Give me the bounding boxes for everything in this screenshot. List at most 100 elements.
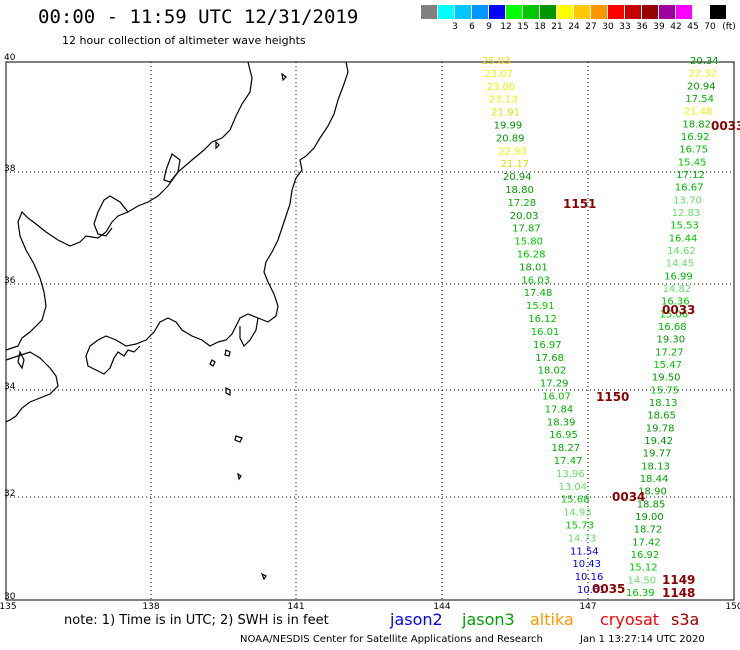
legend-swatch	[523, 5, 539, 19]
legend-swatch	[438, 5, 454, 19]
swh-value: 14.93	[563, 508, 592, 519]
swh-value: 15.68	[561, 495, 590, 506]
swh-value: 18.27	[552, 443, 581, 454]
swh-value: 25.03	[482, 56, 511, 67]
longitude-label: 138	[142, 602, 159, 610]
longitude-label: 147	[579, 602, 596, 610]
swh-value: 19.00	[635, 512, 664, 523]
swh-value: 19.78	[646, 423, 675, 434]
latitude-label: 30	[4, 592, 16, 602]
boso-peninsula	[239, 317, 259, 348]
swh-value: 16.95	[549, 430, 578, 441]
swh-value: 16.75	[679, 145, 708, 156]
swh-value: 17.27	[655, 347, 684, 358]
izu-island-5	[260, 572, 267, 581]
latitude-label: 34	[4, 382, 16, 392]
swh-value: 18.39	[547, 417, 576, 428]
swh-value: 19.42	[644, 436, 673, 447]
izu-island-4	[237, 472, 242, 481]
legend-label: 12	[500, 22, 512, 32]
swh-value: 18.65	[647, 411, 676, 422]
coastline	[5, 61, 349, 581]
swh-value: 16.12	[528, 314, 557, 325]
pass-time: 1148	[662, 586, 695, 600]
latitude-label: 32	[4, 489, 15, 499]
swh-value: 20.34	[690, 56, 719, 67]
legend-swatch	[710, 5, 726, 19]
swh-value: 15.75	[650, 385, 679, 396]
satellite-label: altika	[530, 610, 574, 629]
swh-value: 14.82	[663, 284, 692, 295]
legend-label: 27	[585, 22, 597, 32]
legend-swatch	[659, 5, 675, 19]
swh-value: 16.92	[681, 132, 710, 143]
legend-swatch	[421, 5, 437, 19]
izu-island-2	[225, 387, 231, 396]
satellite-label: jason3	[462, 610, 515, 629]
longitude-label: 141	[287, 602, 304, 610]
swh-value: 17.87	[512, 224, 541, 235]
swh-value: 14.73	[568, 533, 597, 544]
swh-value: 18.82	[682, 119, 711, 130]
pass-time: 1149	[662, 573, 695, 587]
legend-label: 42	[670, 22, 682, 32]
swh-value: 18.13	[641, 461, 670, 472]
legend-label: 39	[653, 22, 665, 32]
legend-swatch	[642, 5, 658, 19]
swh-value: 20.94	[687, 81, 716, 92]
swh-value: 16.01	[531, 327, 560, 338]
swh-value: 19.50	[652, 373, 681, 384]
swh-value: 20.03	[510, 211, 539, 222]
swh-value: 17.47	[554, 456, 583, 467]
legend-swatch	[489, 5, 505, 19]
legend-label: 45	[687, 22, 699, 32]
legend-label: 15	[517, 22, 529, 32]
sado-island	[163, 153, 181, 183]
units-note: note: 1) Time is in UTC; 2) SWH is in fe…	[64, 613, 329, 628]
pass-time: 0034	[612, 490, 645, 504]
legend-label: 6	[469, 22, 475, 32]
swh-value: 16.07	[542, 392, 571, 403]
swh-value: 10.61	[577, 585, 606, 596]
noto-peninsula	[93, 195, 129, 237]
swh-value: 16.68	[658, 322, 687, 333]
pass-time: 1150	[596, 390, 629, 404]
legend-swatch	[506, 5, 522, 19]
legend-swatch	[455, 5, 471, 19]
swh-value: 18.44	[640, 474, 669, 485]
legend-swatch	[540, 5, 556, 19]
latitude-label: 38	[4, 164, 16, 174]
latitude-label: 40	[4, 53, 16, 63]
page-title: 00:00 - 11:59 UTC 12/31/2019	[38, 6, 359, 28]
map-frame	[5, 61, 735, 601]
swh-value: 22.32	[689, 69, 718, 80]
legend-label: 30	[602, 22, 614, 32]
swh-value: 13.96	[556, 469, 585, 480]
swh-value: 18.01	[519, 262, 548, 273]
swh-value: 17.28	[508, 198, 537, 209]
swh-value: 20.89	[496, 133, 525, 144]
swh-value: 18.13	[649, 398, 678, 409]
longitude-labels: 135 138 141 144 147 150	[0, 602, 740, 610]
page-subtitle: 12 hour collection of altimeter wave hei…	[62, 34, 306, 47]
swh-value: 17.42	[632, 537, 661, 548]
longitude-label: 144	[433, 602, 450, 610]
legend-swatch	[574, 5, 590, 19]
swh-value: 16.99	[664, 271, 693, 282]
satellite-label: s3a	[671, 610, 700, 629]
swh-value: 23.07	[484, 69, 513, 80]
legend-label: 70	[704, 22, 716, 32]
shikoku-coast	[5, 351, 59, 423]
swh-value: 22.93	[498, 146, 527, 157]
pass-time: 1151	[563, 197, 596, 211]
legend-swatch	[557, 5, 573, 19]
legend-label: 9	[486, 22, 492, 32]
swh-value: 18.80	[505, 185, 534, 196]
tobishima-island	[281, 72, 287, 82]
legend-unit: (ft)	[722, 22, 736, 32]
legend-swatch	[625, 5, 641, 19]
swh-value: 15.91	[526, 301, 555, 312]
swh-value: 18.72	[634, 525, 663, 536]
swh-value: 15.73	[565, 521, 594, 532]
